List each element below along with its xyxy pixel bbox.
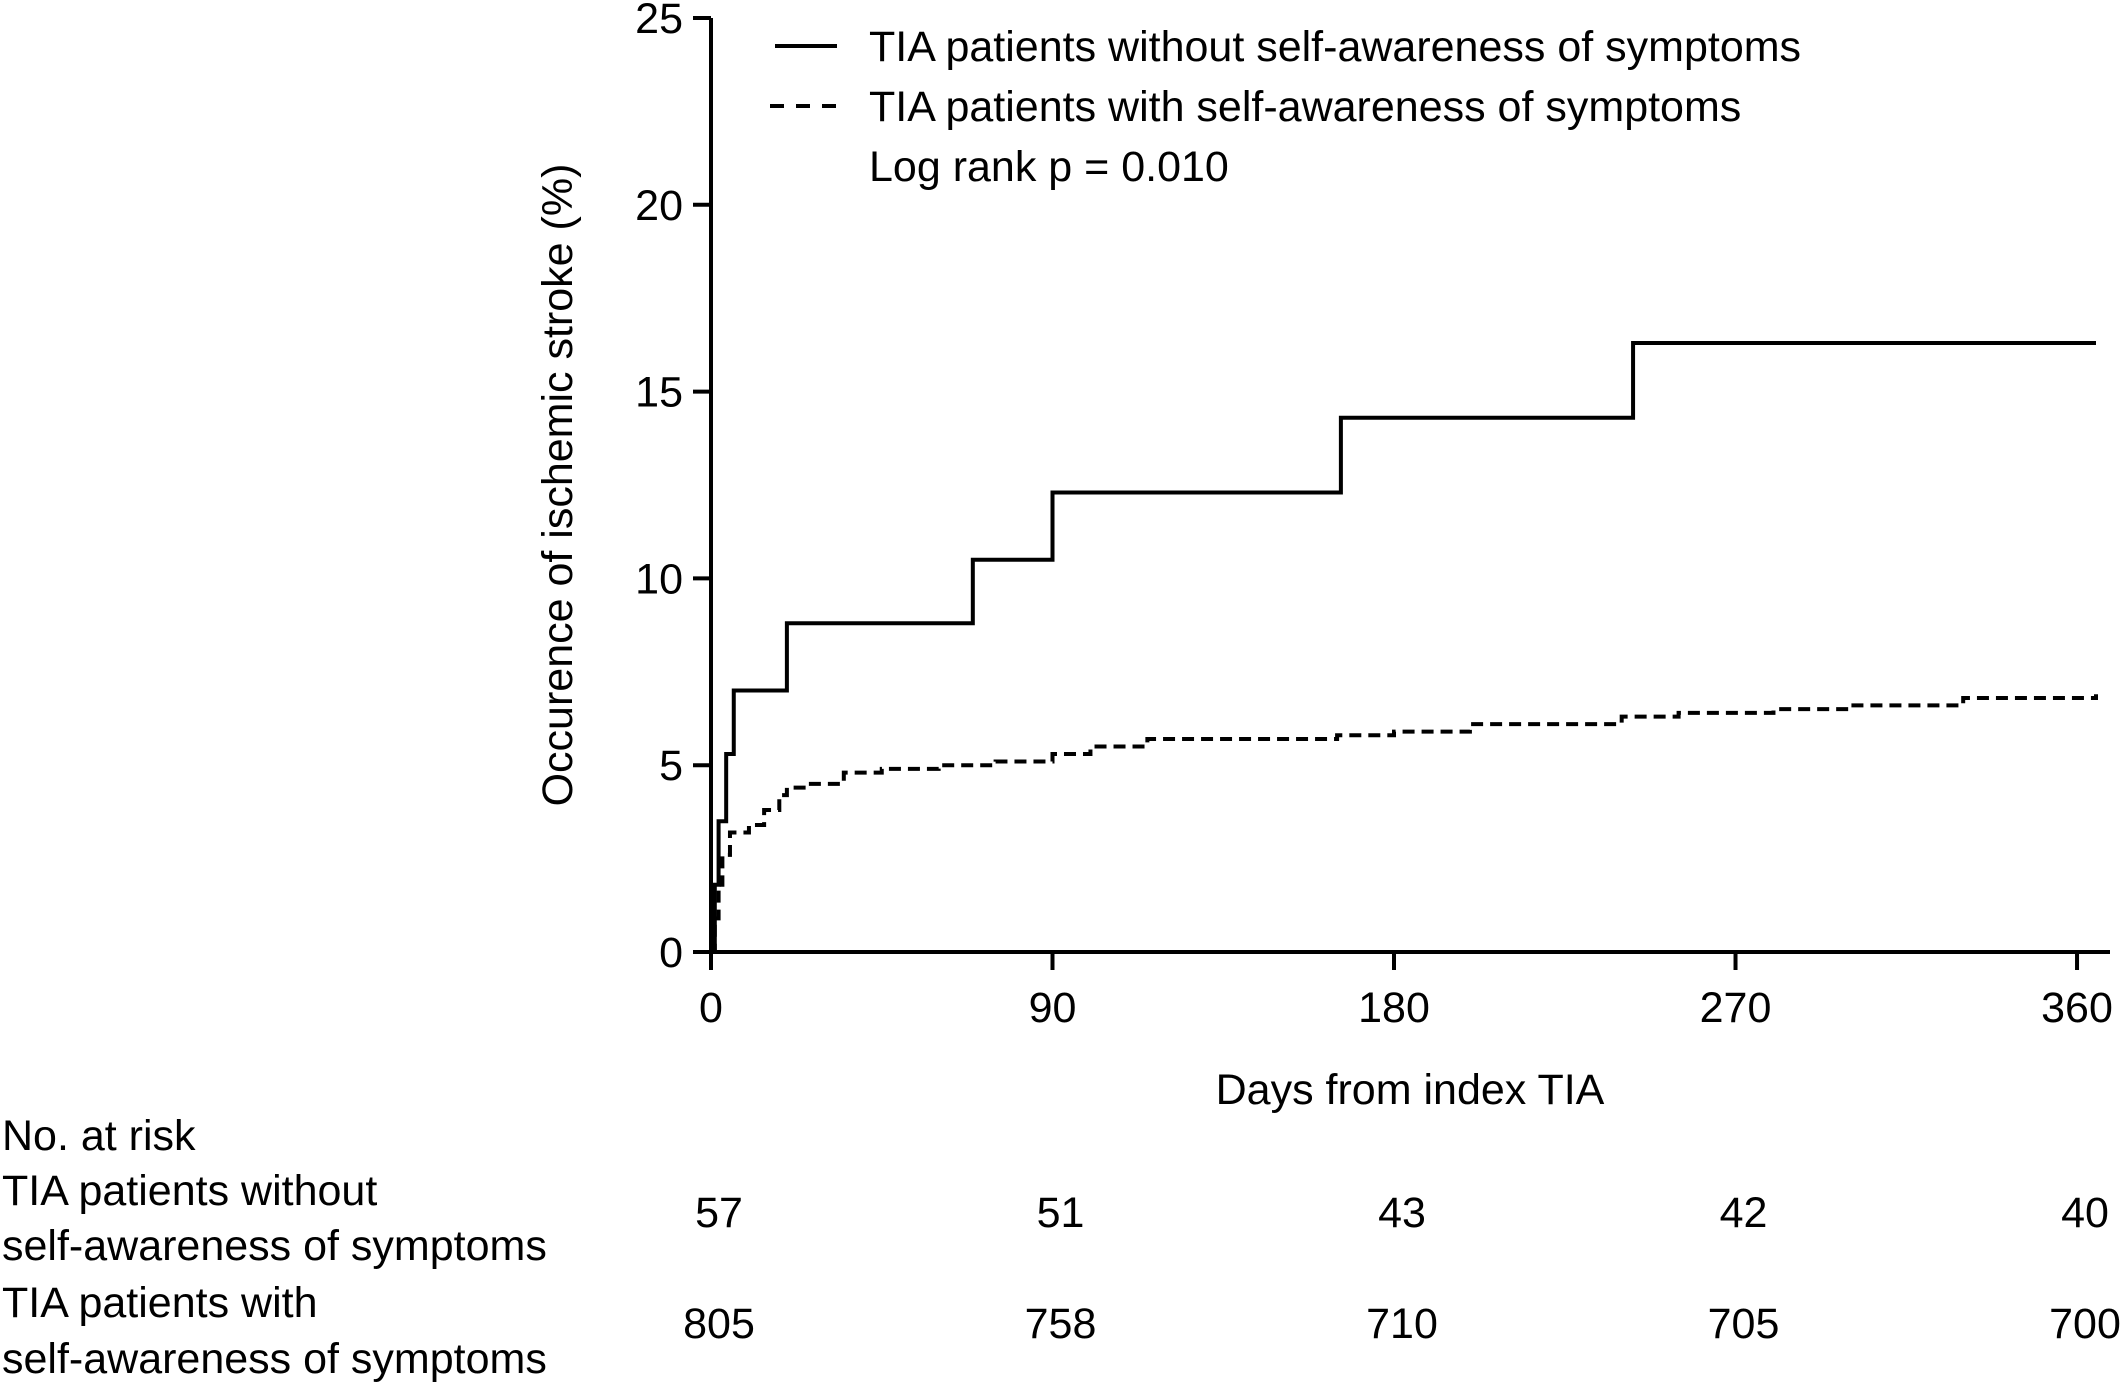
- legend-label-without: TIA patients without self-awareness of s…: [869, 23, 1801, 71]
- risk-value: 710: [1366, 1300, 1438, 1348]
- x-tick-label: 180: [1358, 984, 1430, 1032]
- risk-value: 705: [1708, 1300, 1780, 1348]
- log-rank-annotation: Log rank p = 0.010: [869, 143, 1229, 191]
- risk-table-title: No. at risk: [2, 1112, 196, 1160]
- series-layer: [711, 341, 2098, 954]
- y-tick-label: 5: [659, 742, 683, 790]
- risk-row-1-label-line2: self-awareness of symptoms: [2, 1222, 547, 1270]
- x-tick-label: 90: [1029, 984, 1077, 1032]
- x-tick-label: 360: [2041, 984, 2113, 1032]
- legend: TIA patients without self-awareness of s…: [770, 23, 1801, 191]
- y-axis-ticks: 0 5 10 15 20 25: [635, 0, 711, 977]
- risk-value: 43: [1378, 1189, 1426, 1237]
- x-axis-ticks: 0 90 180 270 360: [699, 952, 2113, 1032]
- legend-label-with: TIA patients with self-awareness of symp…: [869, 83, 1741, 131]
- x-axis-title: Days from index TIA: [1216, 1066, 1605, 1114]
- risk-value: 700: [2049, 1300, 2121, 1348]
- risk-value: 51: [1037, 1189, 1085, 1237]
- risk-values: 57 51 43 42 40 805 758 710 705 700: [683, 1189, 2121, 1348]
- y-tick-label: 20: [635, 182, 683, 230]
- risk-row-1-label-line1: TIA patients without: [2, 1167, 377, 1215]
- risk-value: 40: [2061, 1189, 2109, 1237]
- y-tick-label: 10: [635, 555, 683, 603]
- risk-value: 805: [683, 1300, 755, 1348]
- risk-value: 758: [1025, 1300, 1097, 1348]
- series-line-1: [711, 341, 2096, 954]
- risk-value: 57: [695, 1189, 743, 1237]
- y-tick-label: 0: [659, 929, 683, 977]
- y-axis-title: Occurence of ischemic stroke (%): [534, 164, 582, 807]
- risk-row-2-label-line1: TIA patients with: [2, 1279, 318, 1327]
- x-tick-label: 270: [1700, 984, 1772, 1032]
- series-line-2: [711, 694, 2098, 954]
- x-tick-label: 0: [699, 984, 723, 1032]
- y-tick-label: 25: [635, 0, 683, 43]
- y-tick-label: 15: [635, 369, 683, 417]
- risk-row-2-label-line2: self-awareness of symptoms: [2, 1335, 547, 1383]
- risk-table: No. at risk TIA patients without self-aw…: [2, 1112, 2121, 1383]
- risk-value: 42: [1720, 1189, 1768, 1237]
